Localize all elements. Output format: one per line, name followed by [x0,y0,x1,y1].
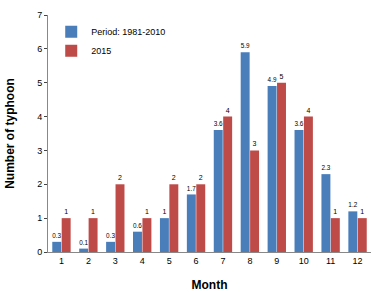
svg-text:5: 5 [280,73,284,80]
svg-text:1.7: 1.7 [187,185,196,192]
svg-text:1: 1 [59,256,64,266]
svg-text:3: 3 [253,140,257,147]
svg-text:1: 1 [37,213,42,223]
svg-text:3.6: 3.6 [214,120,223,127]
svg-text:1: 1 [360,208,364,215]
svg-text:0: 0 [37,247,42,257]
svg-text:6: 6 [194,256,199,266]
svg-text:2: 2 [118,174,122,181]
svg-text:4: 4 [226,107,230,114]
svg-text:6: 6 [37,44,42,54]
svg-text:2015: 2015 [91,46,111,56]
svg-text:2.3: 2.3 [321,164,330,171]
svg-text:10: 10 [299,256,309,266]
svg-text:Period: 1981-2010: Period: 1981-2010 [91,27,165,37]
svg-text:Number of typhoon: Number of typhoon [3,78,17,189]
svg-text:12: 12 [353,256,363,266]
svg-text:3.6: 3.6 [295,120,304,127]
svg-text:0.6: 0.6 [133,222,142,229]
svg-text:2: 2 [199,174,203,181]
svg-text:11: 11 [326,256,335,266]
svg-text:8: 8 [247,256,252,266]
svg-text:1: 1 [162,208,166,215]
svg-text:1.2: 1.2 [348,201,357,208]
svg-text:7: 7 [220,256,225,266]
svg-text:4: 4 [140,256,145,266]
svg-text:5.9: 5.9 [241,42,250,49]
svg-text:2: 2 [86,256,91,266]
svg-text:3: 3 [113,256,118,266]
svg-text:7: 7 [37,10,42,20]
svg-text:4: 4 [37,112,42,122]
svg-text:5: 5 [37,78,42,88]
svg-text:5: 5 [167,256,172,266]
svg-text:2: 2 [172,174,176,181]
svg-text:2: 2 [37,179,42,189]
svg-text:1: 1 [333,208,337,215]
svg-text:3: 3 [37,146,42,156]
svg-text:0.3: 0.3 [106,232,115,239]
svg-text:1: 1 [91,208,95,215]
svg-text:0.1: 0.1 [79,239,88,246]
svg-text:4: 4 [306,107,310,114]
svg-text:4.9: 4.9 [268,76,277,83]
svg-text:1: 1 [64,208,68,215]
svg-text:9: 9 [274,256,279,266]
svg-text:Month: Month [192,278,228,292]
svg-text:1: 1 [145,208,149,215]
svg-text:0.3: 0.3 [52,232,61,239]
